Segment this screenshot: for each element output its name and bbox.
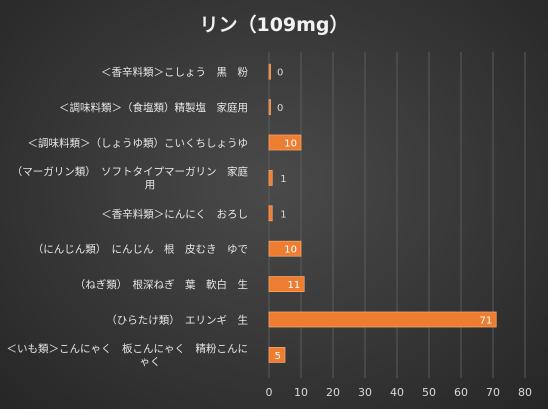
category-label: ＜香辛料類＞にんにく おろし [101,207,248,220]
category-label: （ねぎ類） 根深ねぎ 葉 軟白 生 [75,278,248,291]
category-label-line: ＜調味料類＞（食塩類）精製塩 家庭用 [59,101,248,114]
category-label: ＜調味料類＞（しょうゆ類）こいくちしょうゆ [28,137,249,150]
bar [268,205,273,222]
bar [268,311,497,328]
category-label-line: （マーガリン類） ソフトタイプマーガリン 家庭 [12,165,249,178]
bar [268,276,305,293]
category-label-line: ＜いも類＞こんにゃく 板こんにゃく 精粉こんに [7,342,249,355]
category-label-line: ＜香辛料類＞にんにく おろし [101,207,248,220]
category-label-line: （ねぎ類） 根深ねぎ 葉 軟白 生 [75,278,248,291]
x-tick-label: 80 [518,386,532,399]
data-label: 10 [284,245,297,256]
bar [268,134,302,151]
x-tick-label: 10 [294,386,308,399]
category-label: ＜香辛料類＞こしょう 黒 粉 [101,66,248,79]
category-label: （マーガリン類） ソフトタイプマーガリン 家庭用 [12,165,249,191]
x-tick-label: 60 [454,386,468,399]
x-tick-label: 20 [326,386,340,399]
category-label: ＜いも類＞こんにゃく 板こんにゃく 精粉こんにゃく [7,342,249,368]
bar [268,63,271,80]
data-label: 10 [284,139,297,150]
data-label: 5 [275,351,281,362]
category-label-line: ＜香辛料類＞こしょう 黒 粉 [101,66,248,79]
category-label-line: 用 [145,179,156,191]
category-label-line: （にんじん類） にんじん 根 皮むき ゆで [33,243,248,256]
bar [268,346,286,363]
bar [268,240,302,257]
x-tick-label: 40 [390,386,404,399]
category-label: （にんじん類） にんじん 根 皮むき ゆで [33,243,248,256]
category-label-line: （ひらたけ類） エリンギ 生 [106,314,248,327]
data-label: 1 [280,174,286,185]
data-label: 0 [277,68,283,79]
data-label: 0 [277,103,283,114]
x-tick-label: 0 [266,386,273,399]
chart-title: リン（109mg） [199,14,349,36]
data-label: 11 [287,280,300,291]
category-label: （ひらたけ類） エリンギ 生 [106,314,248,327]
category-label: ＜調味料類＞（食塩類）精製塩 家庭用 [59,101,248,114]
category-label-line: ＜調味料類＞（しょうゆ類）こいくちしょうゆ [28,137,249,150]
x-tick-label: 30 [358,386,372,399]
x-tick-label: 50 [422,386,436,399]
bar [268,99,271,115]
bar [268,169,273,186]
data-label: 1 [280,209,286,220]
x-tick-label: 70 [486,386,500,399]
data-label: 71 [479,316,492,327]
category-label-line: ゃく [140,356,161,368]
